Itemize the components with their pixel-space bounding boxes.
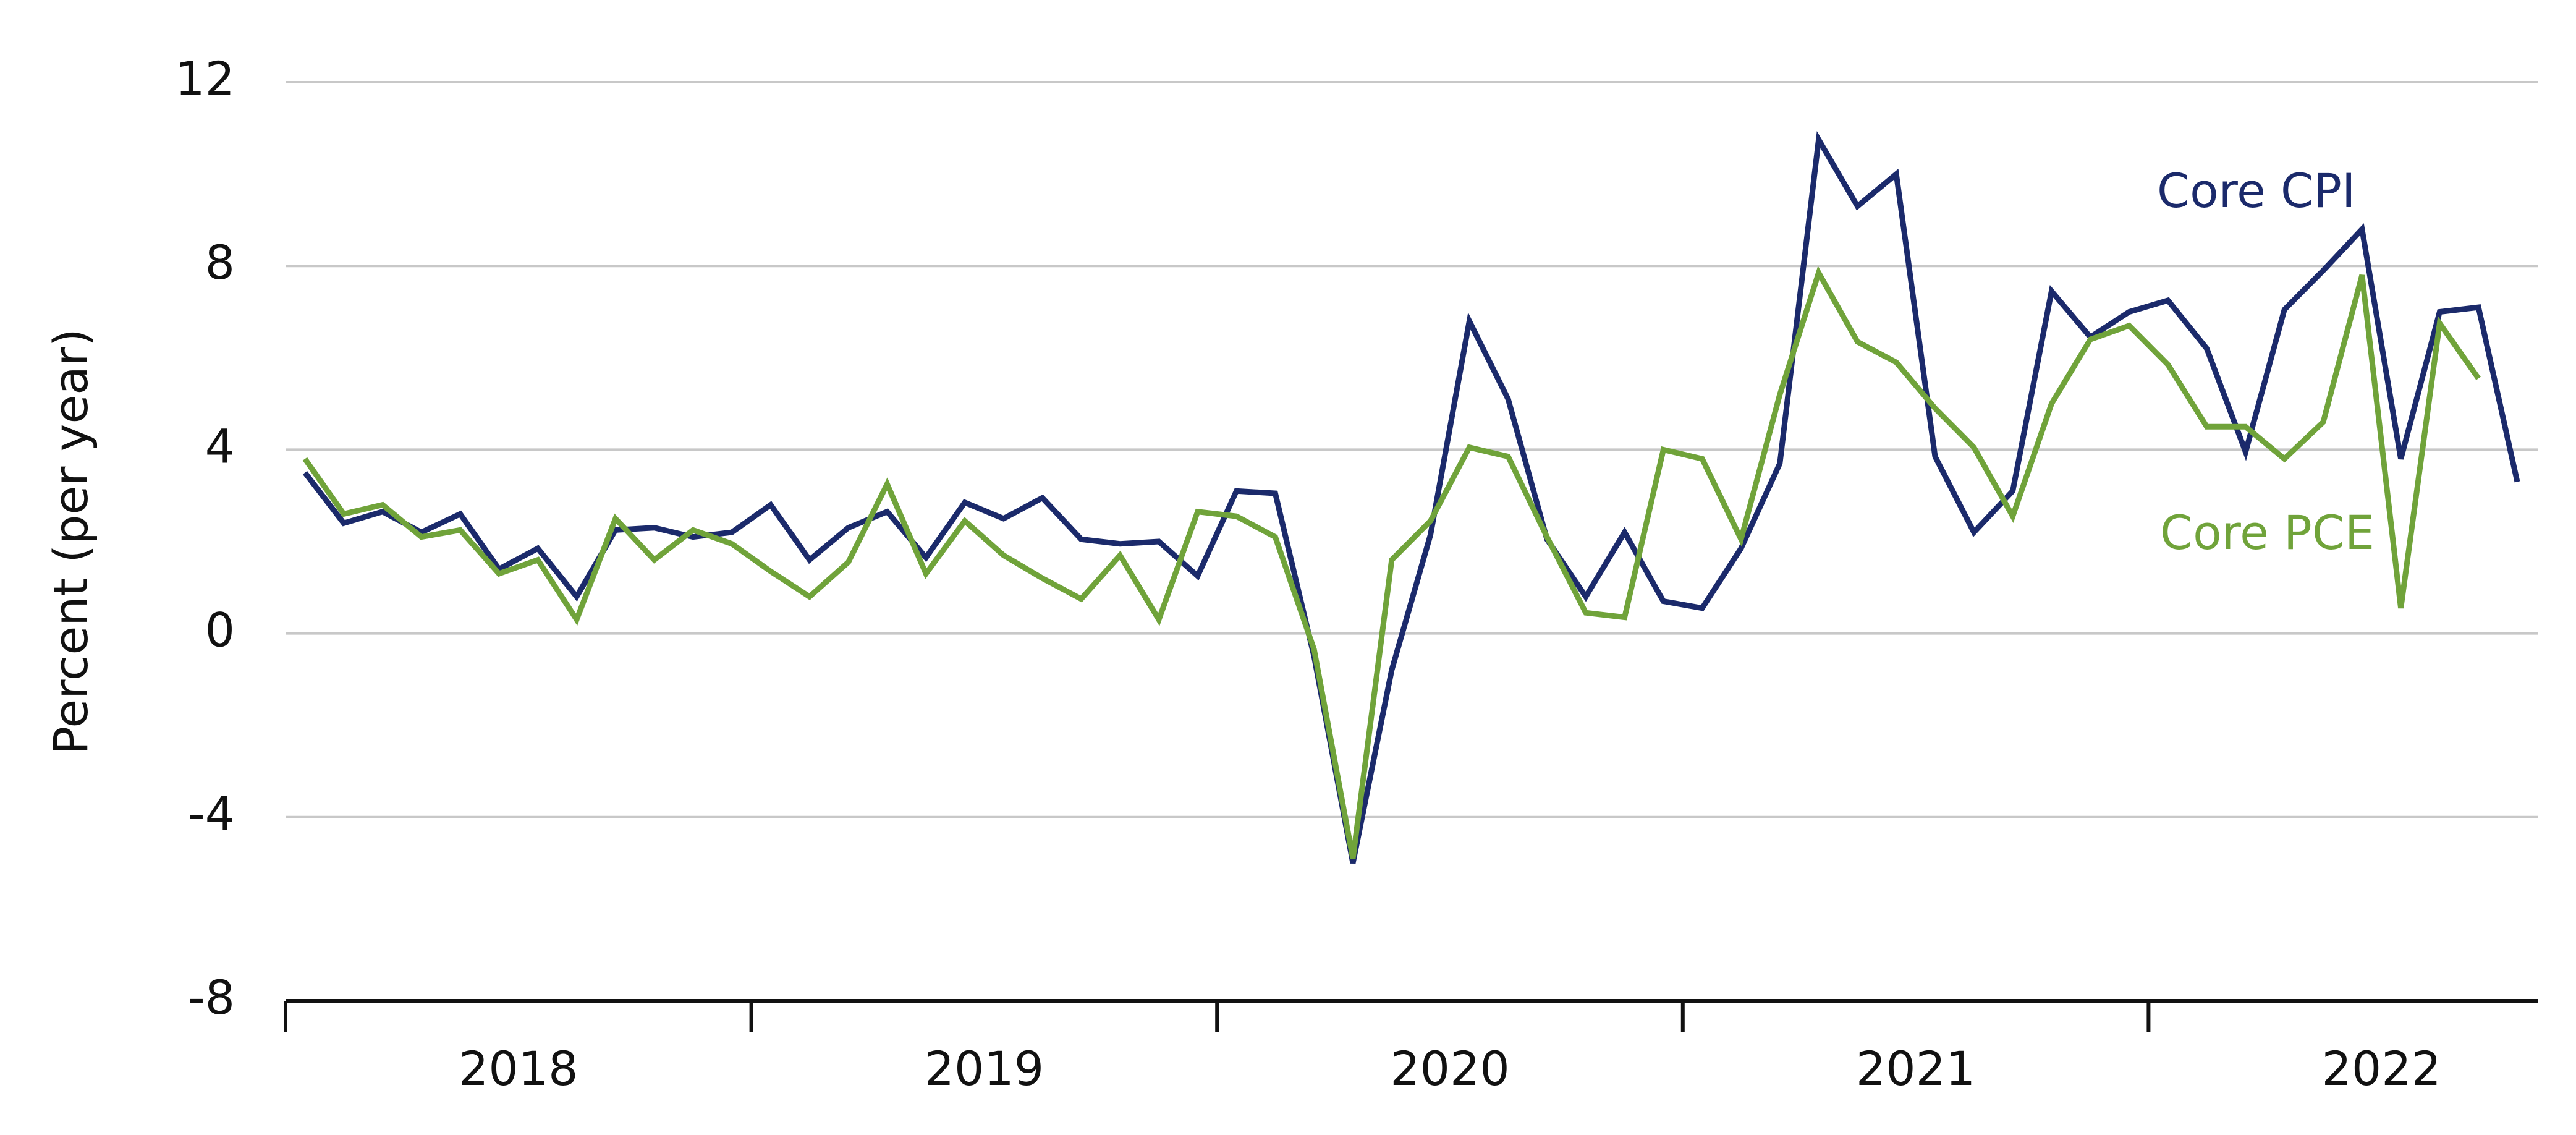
x-tick-label: 2022 — [2321, 1041, 2441, 1096]
line — [302, 266, 2481, 859]
y-tick-label: 4 — [205, 419, 235, 474]
legend-label: Core CPI — [2157, 163, 2355, 218]
x-tick-label: 2019 — [925, 1041, 1044, 1096]
y-tick-label: 12 — [175, 51, 235, 106]
x-tick-label: 2020 — [1390, 1041, 1509, 1096]
y-tick-label: -4 — [188, 786, 235, 841]
y-axis-label: Percent (per year) — [43, 328, 98, 754]
x-tick-label: 2018 — [459, 1041, 578, 1096]
line — [302, 131, 2520, 864]
legend-label: Core PCE — [2160, 505, 2375, 560]
y-tick-label: 0 — [205, 603, 235, 658]
y-tick-label: -8 — [188, 970, 235, 1025]
y-tick-label: 8 — [205, 235, 235, 290]
x-tick-label: 2021 — [1856, 1041, 1975, 1096]
